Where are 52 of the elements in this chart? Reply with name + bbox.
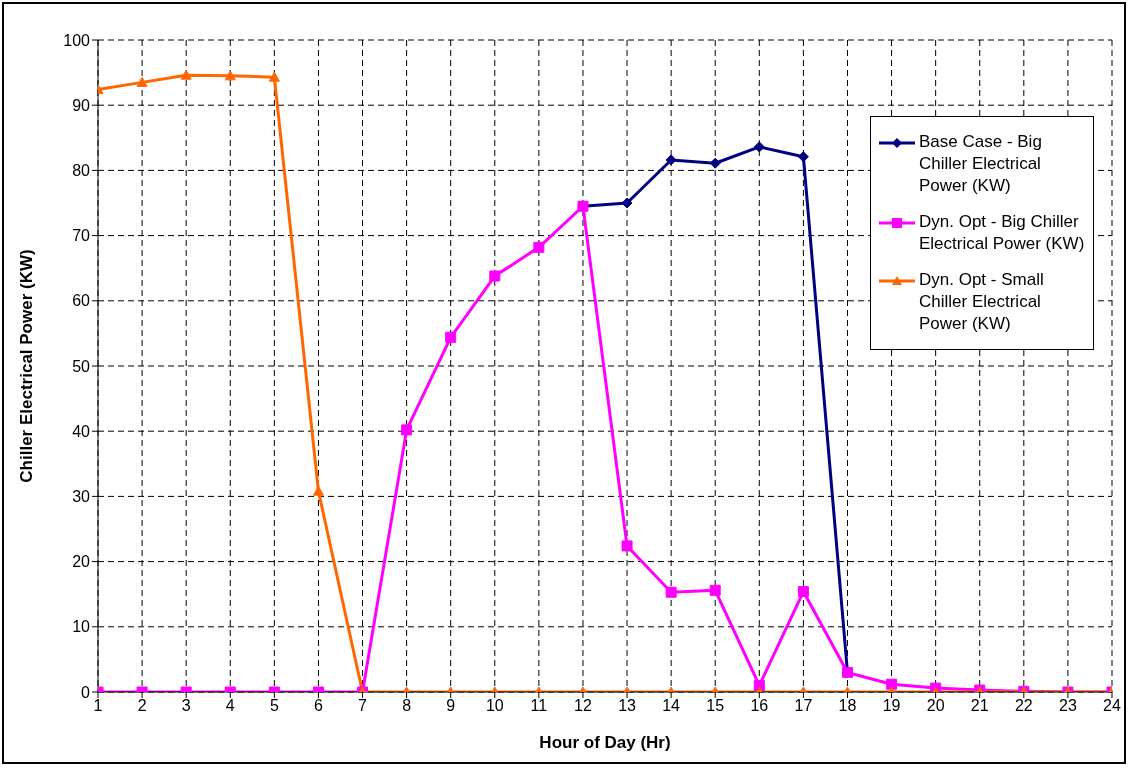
x-axis-title: Hour of Day (Hr) xyxy=(539,733,671,752)
point xyxy=(533,241,545,253)
y-axis-title: Chiller Electrical Power (KW) xyxy=(17,249,37,483)
point xyxy=(136,76,148,87)
y-tick-label: 40 xyxy=(72,422,91,440)
point xyxy=(268,71,280,82)
y-tick-label: 100 xyxy=(63,31,91,49)
legend-label: Dyn. Opt - Big Chiller Electrical Power (KW) xyxy=(919,211,1085,255)
x-tick-label: 8 xyxy=(402,697,412,715)
x-tick-label: 1 xyxy=(93,697,103,715)
point xyxy=(665,154,677,166)
x-tick-label: 19 xyxy=(882,697,901,715)
x-tick-label: 2 xyxy=(137,697,147,715)
y-tick-label: 80 xyxy=(72,162,91,180)
x-tick-label: 17 xyxy=(794,697,813,715)
y-tick-label: 0 xyxy=(81,683,91,701)
point xyxy=(797,151,809,163)
y-tick-label: 90 xyxy=(72,96,91,114)
point xyxy=(401,424,413,436)
y-tick-label: 60 xyxy=(72,292,91,310)
legend-label: Base Case - Big Chiller Electrical Power (KW) xyxy=(919,131,1043,197)
y-tick-label: 10 xyxy=(72,618,91,636)
x-tick-label: 4 xyxy=(225,697,235,715)
point xyxy=(753,141,765,153)
x-tick-label: 3 xyxy=(181,697,191,715)
point xyxy=(445,331,457,343)
point xyxy=(224,70,236,81)
x-tick-label: 11 xyxy=(530,697,548,715)
x-tick-label: 15 xyxy=(706,697,725,715)
x-tick-label: 24 xyxy=(1103,697,1121,715)
y-tick-label: 20 xyxy=(72,553,91,571)
x-tick-label: 20 xyxy=(926,697,945,715)
x-tick-label: 9 xyxy=(446,697,456,715)
y-tick-label: 30 xyxy=(72,488,91,506)
x-tick-label: 13 xyxy=(618,697,637,715)
x-tick-label: 18 xyxy=(838,697,857,715)
x-tick-label: 14 xyxy=(662,697,681,715)
point xyxy=(312,485,324,496)
x-tick-label: 7 xyxy=(358,697,368,715)
x-tick-label: 23 xyxy=(1059,697,1077,715)
x-tick-label: 5 xyxy=(269,697,279,715)
x-tick-label: 22 xyxy=(1014,697,1033,715)
legend-label: Dyn. Opt - Small Chiller Electrical Power (KW) xyxy=(919,269,1045,335)
y-tick-label: 50 xyxy=(72,357,91,375)
x-tick-label: 10 xyxy=(485,697,504,715)
x-tick-label: 16 xyxy=(750,697,769,715)
y-tick-label: 70 xyxy=(72,227,91,245)
point xyxy=(180,69,192,80)
x-tick-label: 21 xyxy=(970,697,989,715)
x-tick-label: 12 xyxy=(574,697,592,715)
x-tick-label: 6 xyxy=(313,697,323,715)
point xyxy=(489,270,501,282)
